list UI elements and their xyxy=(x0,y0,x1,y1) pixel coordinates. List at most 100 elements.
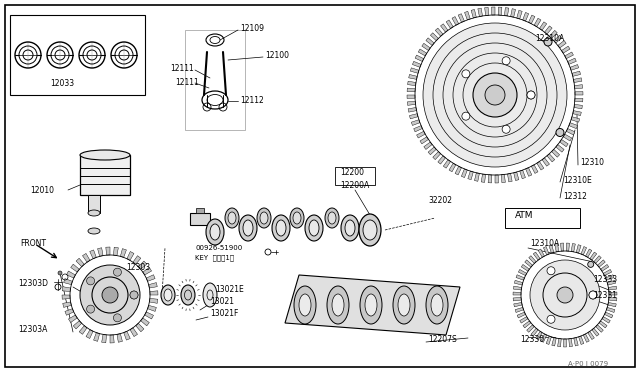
Polygon shape xyxy=(566,128,575,135)
Bar xyxy=(190,213,210,225)
Polygon shape xyxy=(62,295,70,299)
Text: FRONT: FRONT xyxy=(20,240,46,248)
Polygon shape xyxy=(478,8,483,16)
Ellipse shape xyxy=(332,294,344,316)
Ellipse shape xyxy=(305,215,323,241)
Polygon shape xyxy=(547,154,555,162)
Ellipse shape xyxy=(276,220,286,236)
Polygon shape xyxy=(575,98,583,102)
Polygon shape xyxy=(568,58,576,64)
Polygon shape xyxy=(147,275,155,281)
Polygon shape xyxy=(557,339,561,347)
Ellipse shape xyxy=(164,289,172,301)
Ellipse shape xyxy=(431,294,443,316)
Polygon shape xyxy=(65,309,74,315)
Ellipse shape xyxy=(426,286,448,324)
Polygon shape xyxy=(444,160,451,168)
Text: 12310: 12310 xyxy=(580,157,604,167)
Polygon shape xyxy=(79,326,87,334)
Polygon shape xyxy=(529,15,535,24)
Polygon shape xyxy=(433,151,441,160)
Ellipse shape xyxy=(327,286,349,324)
Text: 12111: 12111 xyxy=(175,77,199,87)
Polygon shape xyxy=(575,92,583,95)
Circle shape xyxy=(102,287,118,303)
Polygon shape xyxy=(564,52,573,59)
Ellipse shape xyxy=(290,208,304,228)
Polygon shape xyxy=(560,140,568,147)
Polygon shape xyxy=(523,12,529,21)
Polygon shape xyxy=(561,46,570,53)
Text: 12331: 12331 xyxy=(593,292,617,301)
Polygon shape xyxy=(599,321,607,328)
Polygon shape xyxy=(583,334,589,342)
Polygon shape xyxy=(141,318,149,326)
Polygon shape xyxy=(68,315,77,323)
Text: 12310E: 12310E xyxy=(563,176,592,185)
Polygon shape xyxy=(498,7,502,15)
Polygon shape xyxy=(556,145,564,152)
Polygon shape xyxy=(413,126,422,132)
Polygon shape xyxy=(73,321,82,329)
Polygon shape xyxy=(554,35,562,43)
Ellipse shape xyxy=(210,224,220,240)
Polygon shape xyxy=(573,110,581,116)
Polygon shape xyxy=(449,163,456,172)
Polygon shape xyxy=(570,64,579,70)
Polygon shape xyxy=(120,248,127,257)
Polygon shape xyxy=(573,78,582,83)
Circle shape xyxy=(557,287,573,303)
Ellipse shape xyxy=(325,208,339,228)
Polygon shape xyxy=(440,24,448,32)
Polygon shape xyxy=(76,258,84,267)
Polygon shape xyxy=(520,317,528,323)
Ellipse shape xyxy=(365,294,377,316)
Bar xyxy=(505,208,580,228)
Polygon shape xyxy=(575,85,583,89)
Polygon shape xyxy=(426,38,434,45)
Circle shape xyxy=(485,85,505,105)
Polygon shape xyxy=(516,10,522,19)
Circle shape xyxy=(527,91,535,99)
Polygon shape xyxy=(536,331,542,340)
Circle shape xyxy=(588,262,594,267)
Circle shape xyxy=(80,265,140,325)
Polygon shape xyxy=(572,71,580,76)
Ellipse shape xyxy=(225,208,239,228)
Polygon shape xyxy=(150,291,158,295)
Polygon shape xyxy=(527,325,534,332)
Polygon shape xyxy=(504,7,509,16)
Ellipse shape xyxy=(272,215,290,241)
Polygon shape xyxy=(609,292,617,295)
Polygon shape xyxy=(549,31,557,38)
Circle shape xyxy=(530,260,600,330)
Polygon shape xyxy=(417,131,425,138)
Polygon shape xyxy=(458,14,465,22)
Polygon shape xyxy=(492,7,495,15)
Polygon shape xyxy=(546,336,552,344)
Text: 12312: 12312 xyxy=(563,192,587,201)
Polygon shape xyxy=(418,49,427,56)
Circle shape xyxy=(502,57,510,65)
Polygon shape xyxy=(63,279,72,285)
Polygon shape xyxy=(529,256,536,263)
Text: 13021E: 13021E xyxy=(215,285,244,294)
Ellipse shape xyxy=(88,210,100,216)
Polygon shape xyxy=(412,120,420,125)
Polygon shape xyxy=(508,173,512,182)
Polygon shape xyxy=(430,33,438,41)
Text: 12303A: 12303A xyxy=(18,326,47,334)
Text: 12200A: 12200A xyxy=(340,180,369,189)
Polygon shape xyxy=(523,321,531,328)
Polygon shape xyxy=(531,165,538,173)
Circle shape xyxy=(589,291,597,299)
Ellipse shape xyxy=(181,285,195,305)
Polygon shape xyxy=(569,123,577,129)
Polygon shape xyxy=(511,9,516,17)
Polygon shape xyxy=(600,264,609,271)
Bar xyxy=(88,195,100,213)
Text: 12033: 12033 xyxy=(50,78,74,87)
Polygon shape xyxy=(420,137,429,144)
Polygon shape xyxy=(533,252,540,260)
Polygon shape xyxy=(62,287,70,292)
